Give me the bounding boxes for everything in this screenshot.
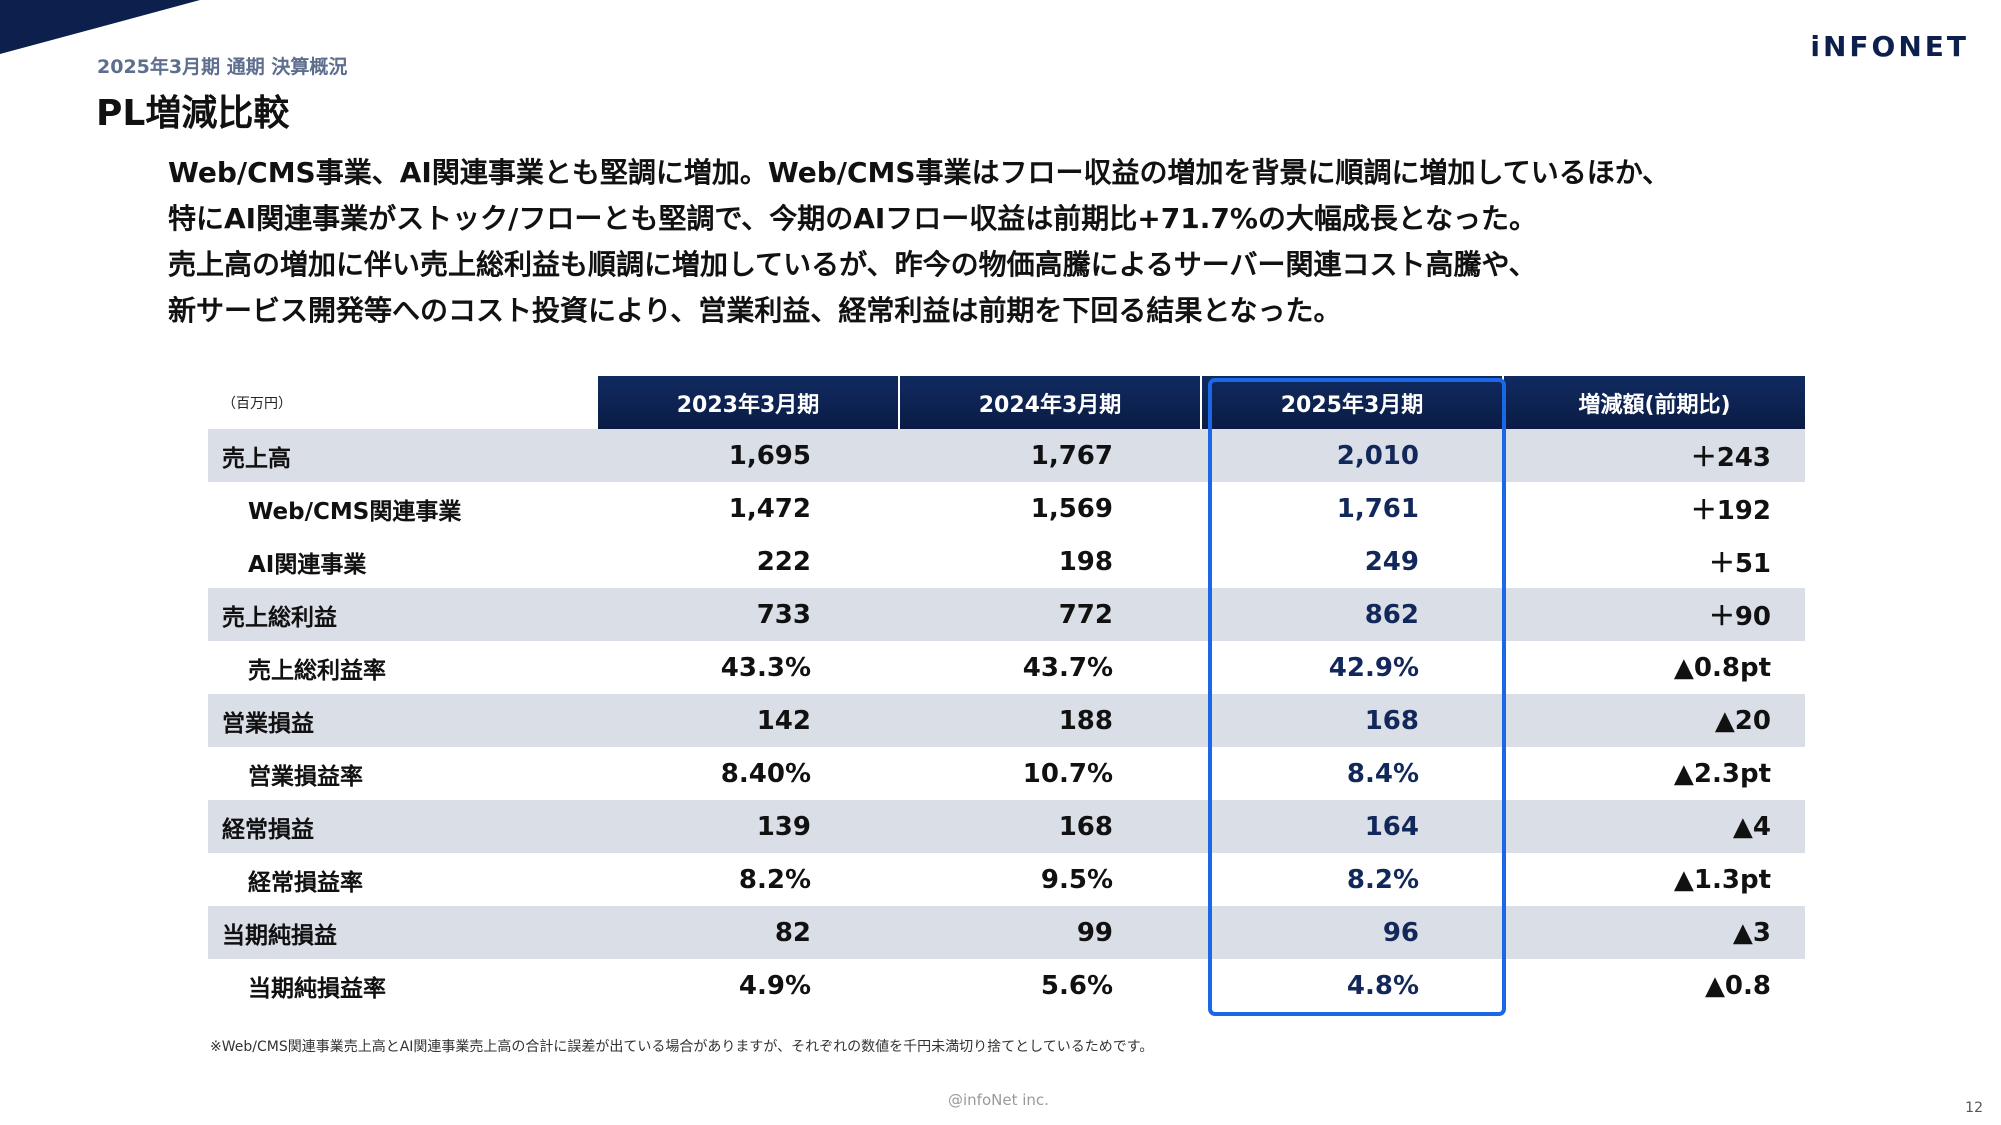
summary-line: Web/CMS事業、AI関連事業とも堅調に増加。Web/CMS事業はフロー収益の… — [168, 156, 1671, 189]
row-label: 売上総利益率 — [248, 657, 386, 684]
copyright-text: @infoNet inc. — [948, 1091, 1049, 1109]
table-row: 営業損益率 8.40% 10.7% 8.4% ▲2.3pt — [208, 747, 1805, 800]
cell-value: ▲0.8 — [1704, 970, 1771, 1001]
column-header: 2024年3月期 — [898, 376, 1201, 429]
table-row: 売上高 1,695 1,767 2,010 ＋243 — [208, 429, 1805, 482]
cell-value: 1,472 — [728, 493, 811, 524]
table-row: 売上総利益率 43.3% 43.7% 42.9% ▲0.8pt — [208, 641, 1805, 694]
table-row: 当期純損益率 4.9% 5.6% 4.8% ▲0.8 — [208, 959, 1805, 1012]
cell-value: 168 — [899, 800, 1201, 853]
cell-value: 249 — [1364, 546, 1419, 577]
footnote: ※Web/CMS関連事業売上高とAI関連事業売上高の合計に誤差が出ている場合があ… — [210, 1039, 1154, 1055]
page-title: PL増減比較 — [96, 93, 290, 134]
cell-value: ＋192 — [1690, 496, 1771, 526]
cell-value: 10.7% — [1022, 758, 1113, 789]
table-row: 売上総利益 733 772 862 ＋90 — [208, 588, 1805, 641]
cell-value: 8.40% — [720, 758, 811, 789]
row-label: AI関連事業 — [248, 551, 367, 578]
table-row: 経常損益 139 168 164 ▲4 — [208, 800, 1805, 853]
cell-value: 188 — [899, 694, 1201, 747]
cell-value: ▲1.3pt — [1673, 864, 1771, 895]
page-subtitle: 2025年3月期 通期 決算概況 — [97, 56, 348, 78]
cell-value: 82 — [597, 906, 899, 959]
cell-value: ＋51 — [1708, 549, 1771, 579]
cell-value: 43.3% — [720, 652, 811, 683]
column-header: 2023年3月期 — [596, 376, 899, 429]
table-row: AI関連事業 222 198 249 ＋51 — [208, 535, 1805, 588]
cell-value: 142 — [597, 694, 899, 747]
cell-value: 1,767 — [899, 429, 1201, 482]
cell-value: 99 — [899, 906, 1201, 959]
cell-value: 1,761 — [1336, 493, 1419, 524]
row-label: Web/CMS関連事業 — [248, 498, 462, 525]
cell-value: 42.9% — [1328, 652, 1419, 683]
summary-line: 特にAI関連事業がストック/フローとも堅調で、今期のAIフロー収益は前期比+71… — [168, 202, 1538, 235]
cell-value: 9.5% — [1040, 864, 1113, 895]
cell-value: 4.8% — [1346, 970, 1419, 1001]
row-label: 売上総利益 — [208, 588, 597, 641]
cell-value: 1,695 — [597, 429, 899, 482]
row-label: 当期純損益率 — [248, 975, 386, 1002]
cell-value: 4.9% — [738, 970, 811, 1001]
table-header-row: （百万円） 2023年3月期 2024年3月期 2025年3月期 増減額(前期比… — [208, 376, 1805, 429]
cell-value: ▲20 — [1503, 694, 1805, 747]
cell-value: 862 — [1201, 588, 1503, 641]
summary-line: 売上高の増加に伴い売上総利益も順調に増加しているが、昨今の物価高騰によるサーバー… — [168, 248, 1537, 281]
company-logo: iNFONET — [1810, 30, 1969, 63]
cell-value: 168 — [1201, 694, 1503, 747]
row-label: 経常損益率 — [248, 869, 363, 896]
cell-value: 772 — [899, 588, 1201, 641]
row-label: 経常損益 — [208, 800, 597, 853]
cell-value: 222 — [756, 546, 811, 577]
cell-value: 96 — [1201, 906, 1503, 959]
corner-accent-shape — [0, 0, 200, 54]
cell-value: 139 — [597, 800, 899, 853]
cell-value: ▲4 — [1503, 800, 1805, 853]
cell-value: ▲0.8pt — [1673, 652, 1771, 683]
table-row: Web/CMS関連事業 1,472 1,569 1,761 ＋192 — [208, 482, 1805, 535]
table-row: 営業損益 142 188 168 ▲20 — [208, 694, 1805, 747]
cell-value: ＋90 — [1503, 588, 1805, 641]
row-label: 当期純損益 — [208, 906, 597, 959]
cell-value: 43.7% — [1022, 652, 1113, 683]
cell-value: 8.2% — [738, 864, 811, 895]
cell-value: 733 — [597, 588, 899, 641]
page-number: 12 — [1965, 1100, 1983, 1116]
pl-comparison-table: （百万円） 2023年3月期 2024年3月期 2025年3月期 増減額(前期比… — [208, 376, 1805, 1012]
cell-value: 198 — [1058, 546, 1113, 577]
cell-value: 8.2% — [1346, 864, 1419, 895]
row-label: 営業損益率 — [248, 763, 363, 790]
unit-label: （百万円） — [222, 395, 292, 412]
summary-line: 新サービス開発等へのコスト投資により、営業利益、経常利益は前期を下回る結果となっ… — [168, 294, 1342, 327]
column-header: 2025年3月期 — [1200, 376, 1503, 429]
cell-value: ▲2.3pt — [1673, 758, 1771, 789]
cell-value: 1,569 — [1030, 493, 1113, 524]
cell-value: 2,010 — [1201, 429, 1503, 482]
table-row: 当期純損益 82 99 96 ▲3 — [208, 906, 1805, 959]
summary-text: Web/CMS事業、AI関連事業とも堅調に増加。Web/CMS事業はフロー収益の… — [168, 150, 1948, 334]
cell-value: ▲3 — [1503, 906, 1805, 959]
cell-value: ＋243 — [1503, 429, 1805, 482]
cell-value: 5.6% — [1040, 970, 1113, 1001]
cell-value: 8.4% — [1346, 758, 1419, 789]
row-label: 営業損益 — [208, 694, 597, 747]
row-label: 売上高 — [208, 429, 597, 482]
cell-value: 164 — [1201, 800, 1503, 853]
column-header: 増減額(前期比) — [1502, 376, 1805, 429]
table-row: 経常損益率 8.2% 9.5% 8.2% ▲1.3pt — [208, 853, 1805, 906]
